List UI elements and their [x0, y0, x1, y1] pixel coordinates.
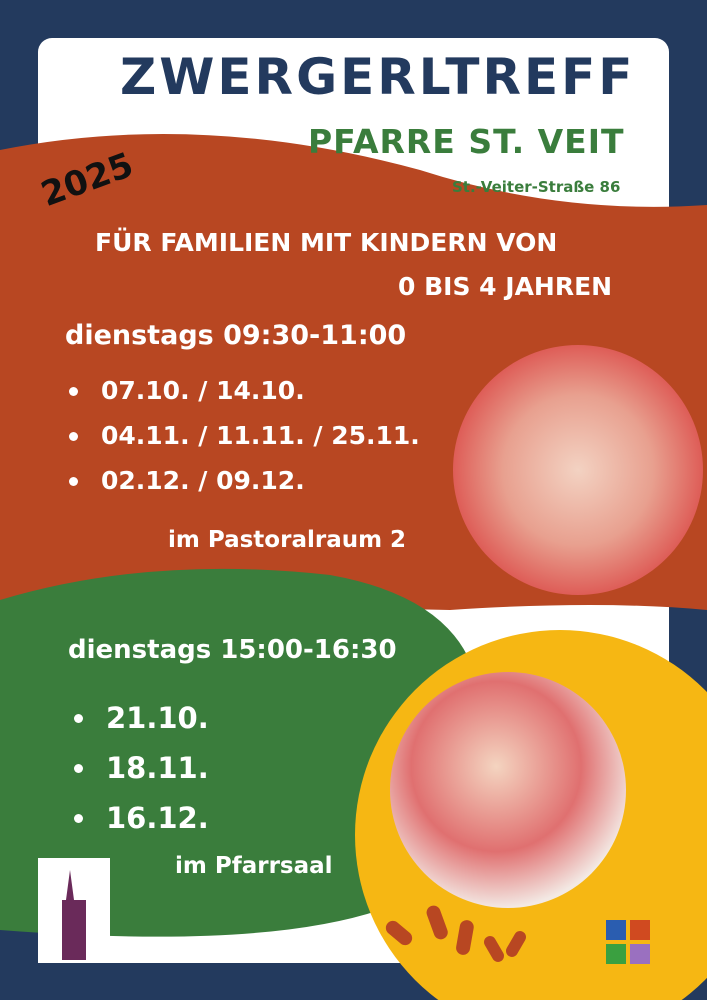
- morning-time: dienstags 09:30-11:00: [65, 320, 407, 351]
- list-item: 04.11. / 11.11. / 25.11.: [65, 413, 420, 458]
- list-item: 18.11.: [70, 743, 209, 793]
- church-tower-icon: [62, 870, 86, 960]
- afternoon-time: dienstags 15:00-16:30: [68, 635, 397, 665]
- list-item: 02.12. / 09.12.: [65, 458, 420, 503]
- seelsorgeraum-logo: [606, 920, 650, 964]
- morning-dates-list: 07.10. / 14.10. 04.11. / 11.11. / 25.11.…: [65, 368, 420, 503]
- parish-name: PFARRE ST. VEIT: [308, 122, 625, 161]
- address: St.-Veiter-Straße 86: [452, 178, 621, 196]
- page-title: ZWERGERLTREFF: [120, 48, 636, 106]
- audience-line-2: 0 BIS 4 JAHREN: [398, 272, 613, 301]
- child-photo: [390, 672, 626, 908]
- morning-location: im Pastoralraum 2: [168, 527, 407, 553]
- audience-line-1: FÜR FAMILIEN MIT KINDERN VON: [95, 228, 558, 257]
- babies-photo: [453, 345, 703, 595]
- list-item: 21.10.: [70, 693, 209, 743]
- list-item: 16.12.: [70, 793, 209, 843]
- afternoon-dates-list: 21.10. 18.11. 16.12.: [70, 693, 209, 843]
- afternoon-location: im Pfarrsaal: [175, 853, 333, 879]
- list-item: 07.10. / 14.10.: [65, 368, 420, 413]
- sun-rays-decoration: [385, 905, 526, 962]
